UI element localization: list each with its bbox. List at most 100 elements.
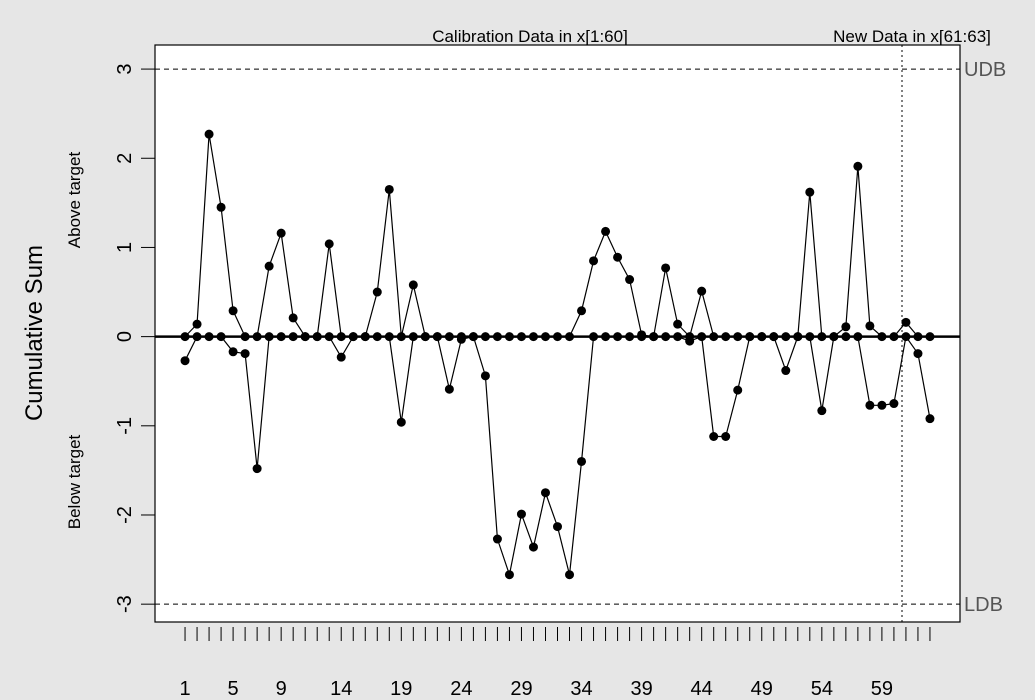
cusum-point — [240, 332, 250, 342]
cusum-point — [721, 332, 731, 342]
cusum-point — [468, 332, 478, 342]
cusum-point — [264, 332, 274, 342]
cusum-point — [216, 332, 226, 342]
boundary-label: UDB — [964, 59, 1006, 81]
cusum-point — [625, 275, 635, 285]
cusum-point — [228, 347, 238, 357]
cusum-point — [384, 184, 394, 194]
x-tick-label: 39 — [630, 678, 652, 700]
cusum-point — [805, 187, 815, 197]
cusum-point — [901, 332, 911, 342]
cusum-point — [312, 332, 322, 342]
cusum-point — [540, 332, 550, 342]
cusum-point — [913, 332, 923, 342]
cusum-point — [709, 332, 719, 342]
cusum-point — [492, 534, 502, 544]
cusum-point — [216, 202, 226, 212]
cusum-point — [553, 522, 562, 532]
cusum-point — [673, 319, 683, 329]
cusum-point — [444, 384, 454, 394]
cusum-point — [637, 332, 647, 342]
cusum-point — [877, 332, 887, 342]
cusum-point — [336, 352, 346, 362]
above-label: Above target — [65, 152, 84, 249]
cusum-point — [853, 332, 863, 342]
boundary-label: LDB — [964, 594, 1003, 616]
cusum-point — [901, 317, 911, 327]
y-tick-label: 3 — [114, 64, 136, 75]
cusum-point — [649, 332, 659, 342]
cusum-point — [264, 261, 274, 271]
cusum-point — [528, 332, 538, 342]
cusum-point — [516, 509, 526, 519]
cusum-point — [565, 570, 575, 580]
y-axis-label: Cumulative Sum — [21, 245, 48, 421]
cusum-point — [384, 332, 394, 342]
cusum-point — [336, 332, 346, 342]
cusum-point — [288, 313, 298, 323]
y-tick-label: 1 — [114, 242, 136, 253]
cusum-point — [601, 226, 611, 236]
cusum-point — [324, 239, 334, 249]
cusum-point — [456, 334, 466, 344]
x-tick-label: 59 — [871, 678, 893, 700]
cusum-point — [757, 332, 767, 342]
cusum-point — [745, 332, 755, 342]
cusum-point — [540, 488, 550, 498]
cusum-point — [613, 252, 623, 262]
x-tick-label: 9 — [276, 678, 287, 700]
cusum-point — [697, 286, 707, 296]
cusum-point — [408, 280, 418, 290]
x-tick-label: 14 — [330, 678, 352, 700]
y-tick-label: -2 — [114, 506, 136, 524]
cusum-point — [372, 332, 382, 342]
cusum-point — [480, 371, 490, 381]
cusum-point — [360, 332, 370, 342]
cusum-point — [276, 228, 286, 238]
cusum-point — [504, 570, 514, 580]
cusum-point — [925, 414, 935, 424]
cusum-point — [396, 417, 406, 427]
cusum-point — [192, 319, 202, 329]
y-tick-label: -3 — [114, 595, 136, 613]
cusum-point — [829, 332, 839, 342]
cusum-point — [817, 332, 827, 342]
x-tick-label: 44 — [691, 678, 713, 700]
x-tick-label: 49 — [751, 678, 773, 700]
cusum-point — [432, 332, 442, 342]
cusum-point — [613, 332, 623, 342]
cusum-point — [865, 400, 875, 410]
cusum-point — [865, 321, 875, 331]
cusum-point — [565, 332, 575, 342]
cusum-point — [925, 332, 935, 342]
cusum-point — [577, 456, 587, 466]
cusum-point — [841, 322, 851, 332]
cusum-point — [504, 332, 514, 342]
x-tick-label: 19 — [390, 678, 412, 700]
cusum-point — [841, 332, 851, 342]
x-tick-label: 24 — [450, 678, 472, 700]
cusum-point — [769, 332, 779, 342]
cusum-point — [697, 332, 707, 342]
cusum-point — [480, 332, 490, 342]
cusum-point — [709, 432, 719, 442]
cusum-point — [805, 332, 815, 342]
cusum-point — [240, 349, 250, 359]
cusum-point — [396, 332, 406, 342]
cusum-point — [781, 366, 791, 376]
cusum-point — [276, 332, 286, 342]
cusum-point — [793, 332, 803, 342]
cusum-point — [492, 332, 502, 342]
y-tick-label: 2 — [114, 153, 136, 164]
cusum-point — [889, 332, 899, 342]
cusum-point — [913, 349, 923, 359]
cusum-point — [853, 161, 863, 171]
cusum-point — [204, 129, 214, 139]
x-tick-label: 54 — [811, 678, 833, 700]
cusum-point — [444, 332, 454, 342]
cusum-point — [204, 332, 214, 342]
cusum-point — [781, 332, 791, 342]
y-tick-label: -1 — [114, 417, 136, 435]
cusum-point — [877, 400, 887, 410]
cusum-point — [661, 263, 671, 273]
